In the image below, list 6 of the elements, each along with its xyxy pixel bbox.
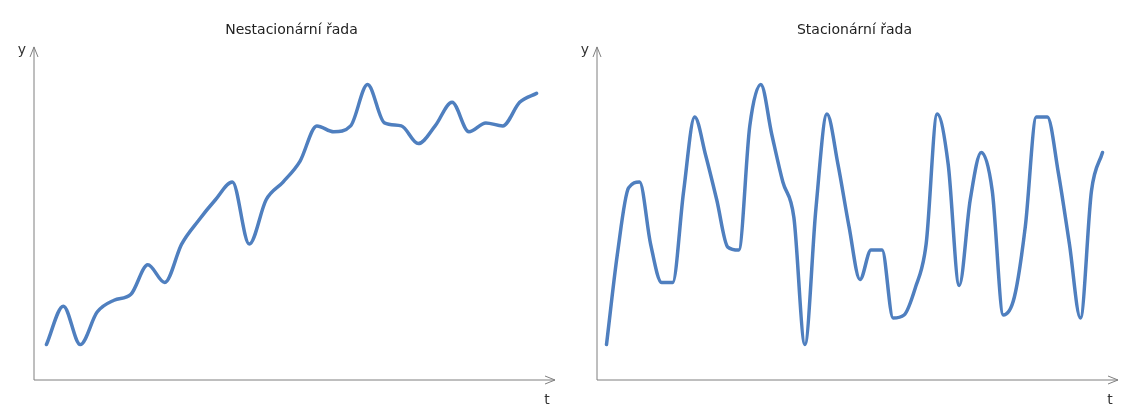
- chart-title: Nestacionární řada: [225, 21, 358, 38]
- y-axis-title: y: [17, 41, 26, 58]
- x-axis-title: t: [544, 390, 551, 407]
- y-axis-title: y: [580, 41, 589, 58]
- x-axis-title: t: [1107, 390, 1114, 407]
- chart-title: Stacionární řada: [796, 21, 913, 38]
